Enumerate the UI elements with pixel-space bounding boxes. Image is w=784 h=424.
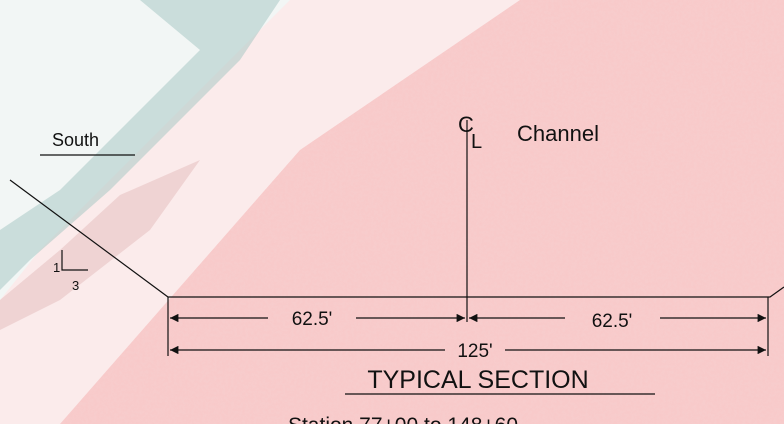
section-title: TYPICAL SECTION xyxy=(367,366,588,394)
station-label: Station 77+00 to 148+60 xyxy=(288,414,518,424)
slope-rise: 1 xyxy=(53,260,60,275)
slope-run: 3 xyxy=(72,278,79,293)
centerline-symbol: C xyxy=(458,112,474,137)
dimension-label: 62.5' xyxy=(592,311,633,332)
channel-label: Channel xyxy=(517,121,599,146)
dimension-label: 125' xyxy=(457,341,492,362)
centerline-symbol: L xyxy=(471,131,482,153)
dimension-label: 62.5' xyxy=(292,309,333,330)
vegetation xyxy=(0,0,280,290)
slope-symbol xyxy=(61,250,88,271)
bank-shade xyxy=(0,160,200,330)
section-profile xyxy=(9,179,784,298)
shore xyxy=(0,0,290,300)
bank-label: South xyxy=(52,130,99,150)
